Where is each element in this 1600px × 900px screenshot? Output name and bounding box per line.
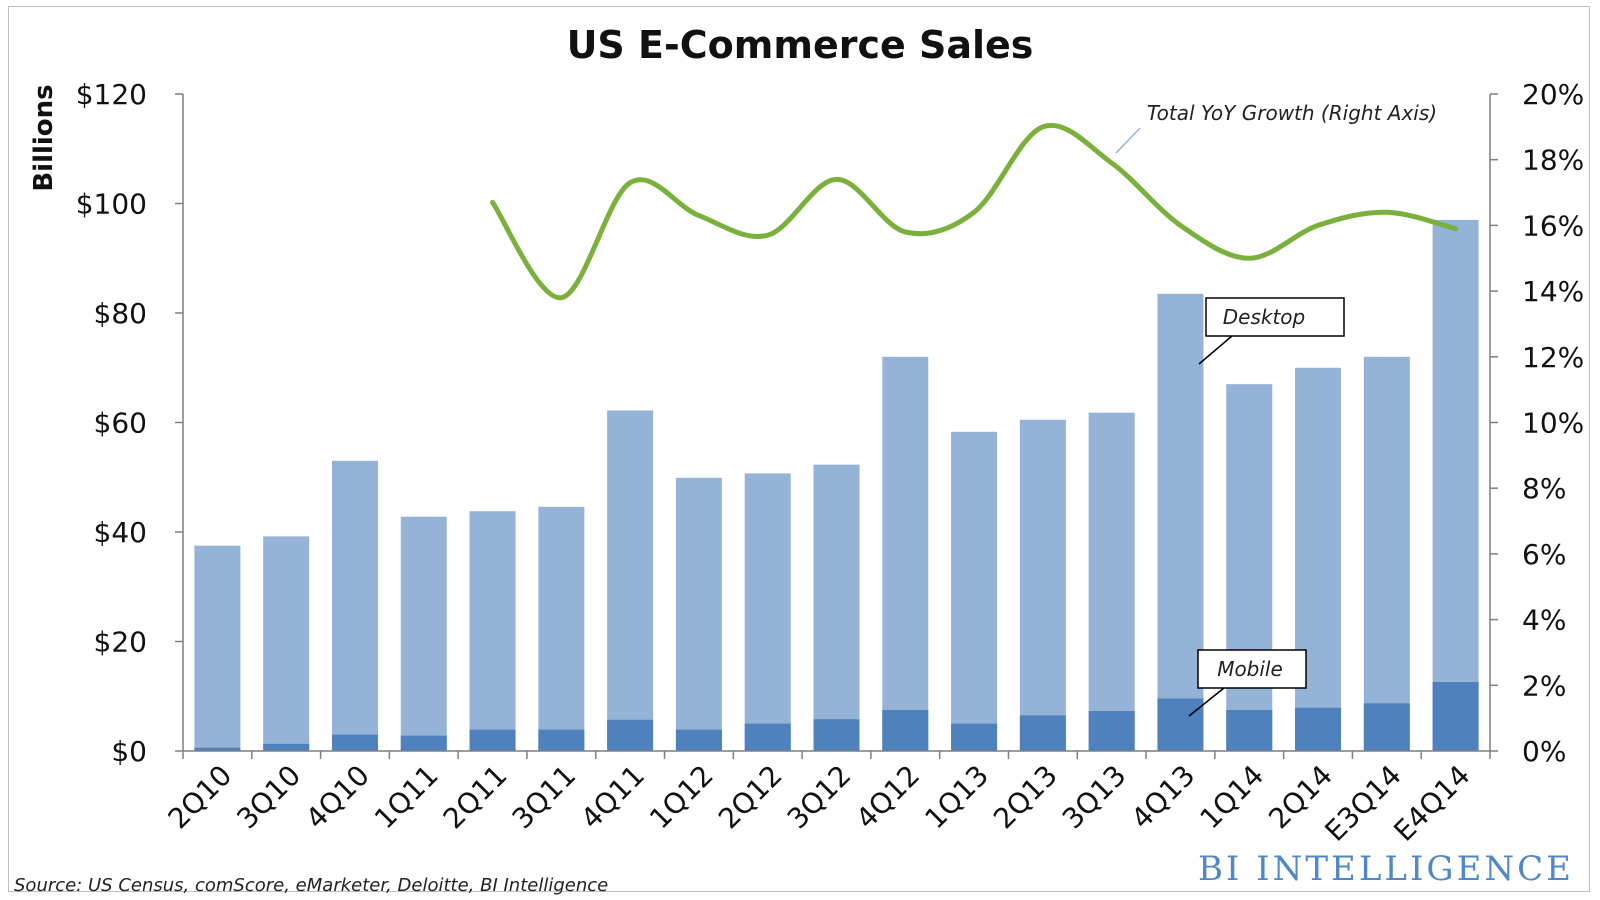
x-tick-label: 1Q12 [643, 759, 720, 836]
right-tick-label: 8% [1522, 472, 1566, 505]
x-tick-label: 3Q12 [781, 759, 858, 836]
left-tick-label: $120 [76, 78, 147, 111]
right-tick-label: 16% [1522, 209, 1584, 242]
right-tick-label: 20% [1522, 78, 1584, 111]
desktop-bar [331, 460, 378, 751]
x-tick-label: 2Q12 [712, 759, 789, 836]
chart-frame [8, 6, 1590, 892]
mobile-bar [1295, 707, 1342, 751]
desktop-bar [1363, 356, 1410, 751]
growth-line [490, 122, 1459, 301]
desktop-bar [194, 545, 241, 751]
desktop-bar [607, 410, 654, 751]
mobile-bar [1019, 715, 1066, 751]
left-tick-label: $80 [94, 297, 147, 330]
left-tick-label: $0 [111, 735, 147, 768]
desktop-bar [1157, 293, 1204, 751]
desktop-bar [263, 536, 310, 751]
annotations: Total YoY Growth (Right Axis) Desktop Mo… [1115, 101, 1437, 717]
desktop-bar [951, 431, 998, 751]
bars [194, 219, 1479, 752]
x-tick-label: 1Q13 [918, 759, 995, 836]
mobile-bar [469, 729, 516, 751]
x-tick-label: 2Q13 [987, 759, 1064, 836]
desktop-bar [469, 511, 516, 751]
x-tick-label: 3Q11 [506, 759, 583, 836]
mobile-annotation-leader [1188, 687, 1225, 717]
right-tick-label: 0% [1522, 735, 1566, 768]
mobile-bar [744, 723, 791, 751]
desktop-bar [813, 464, 860, 751]
x-tick-label: 1Q14 [1193, 759, 1270, 836]
growth-line-group [490, 122, 1459, 301]
growth-annotation-leader [1115, 127, 1141, 154]
desktop-bar [1019, 419, 1066, 751]
left-tick-label: $100 [76, 188, 147, 221]
mobile-bar [194, 747, 241, 751]
left-tick-label: $20 [94, 626, 147, 659]
mobile-bar [1432, 682, 1479, 751]
desktop-bar [538, 506, 585, 751]
desktop-bar [675, 477, 722, 751]
x-tick-label: 3Q13 [1056, 759, 1133, 836]
desktop-bar [1295, 367, 1342, 751]
right-tick-label: 18% [1522, 144, 1584, 177]
x-tick-label: 4Q13 [1125, 759, 1202, 836]
x-tick-label: 4Q11 [574, 759, 651, 836]
mobile-bar [675, 729, 722, 751]
brand-logo: BI INTELLIGENCE [1198, 849, 1574, 889]
x-tick-label: E4Q14 [1387, 759, 1476, 848]
desktop-bar [1088, 412, 1135, 751]
growth-annotation: Total YoY Growth (Right Axis) [1147, 101, 1437, 125]
right-tick-label: 12% [1522, 341, 1584, 374]
desktop-annotation-leader [1198, 335, 1233, 365]
mobile-bar [607, 719, 654, 751]
mobile-annotation: Mobile [1217, 657, 1283, 681]
right-tick-label: 10% [1522, 407, 1584, 440]
desktop-bar [400, 516, 447, 751]
mobile-bar [1363, 703, 1410, 751]
desktop-label-box [1205, 297, 1345, 337]
chart-title: US E-Commerce Sales [567, 23, 1034, 67]
desktop-bar [744, 473, 791, 751]
right-tick-label: 14% [1522, 275, 1584, 308]
mobile-bar [263, 743, 310, 751]
mobile-bar [882, 709, 929, 751]
mobile-bar [813, 719, 860, 751]
left-tick-label: $40 [94, 516, 147, 549]
mobile-bar [538, 729, 585, 751]
x-tick-label: 2Q10 [162, 759, 239, 836]
mobile-bar [1157, 698, 1204, 751]
mobile-bar [1226, 709, 1273, 751]
x-tick-label: 4Q10 [299, 759, 376, 836]
x-tick-label: 1Q11 [368, 759, 445, 836]
x-tick-label: 4Q12 [850, 759, 927, 836]
desktop-bar [882, 356, 929, 751]
x-tick-label: E3Q14 [1319, 759, 1408, 848]
mobile-bar [1088, 711, 1135, 751]
source-note: Source: US Census, comScore, eMarketer, … [14, 875, 608, 896]
y-axis-label: Billions [29, 84, 59, 191]
mobile-bar [400, 735, 447, 751]
desktop-bar [1432, 219, 1479, 752]
mobile-bar [331, 734, 378, 751]
right-tick-label: 2% [1522, 669, 1566, 702]
mobile-label-box [1197, 649, 1307, 689]
left-tick-label: $60 [94, 407, 147, 440]
desktop-bar [1226, 384, 1273, 751]
right-tick-label: 6% [1522, 538, 1566, 571]
desktop-annotation: Desktop [1223, 305, 1305, 329]
right-tick-label: 4% [1522, 604, 1566, 637]
mobile-bar [951, 723, 998, 751]
x-tick-label: 3Q10 [230, 759, 307, 836]
x-tick-label: 2Q11 [437, 759, 514, 836]
